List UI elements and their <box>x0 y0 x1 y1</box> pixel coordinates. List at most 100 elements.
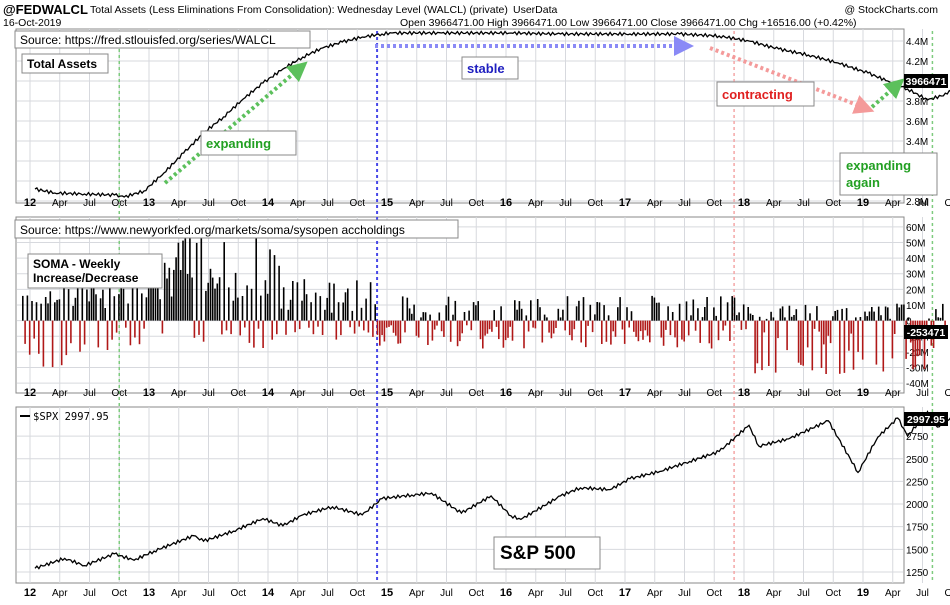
soma-bar <box>779 308 782 321</box>
soma-bar <box>312 320 315 335</box>
x-tick-label: Jul <box>916 198 929 209</box>
soma-bar <box>864 311 866 321</box>
watermark: @ StockCharts.com <box>844 4 938 16</box>
soma-bar <box>125 320 127 328</box>
soma-bar <box>225 320 228 331</box>
soma-bar <box>637 320 640 342</box>
soma-bar <box>708 320 711 344</box>
soma-bar <box>127 303 129 321</box>
soma-bar <box>22 295 24 321</box>
soma-bar <box>63 286 65 321</box>
soma-bar <box>912 320 914 370</box>
soma-bar <box>523 320 525 349</box>
soma-bar <box>484 320 486 336</box>
soma-bar <box>770 311 772 321</box>
soma-bar <box>790 316 793 321</box>
soma-bar <box>692 299 695 321</box>
soma-bar <box>548 320 550 333</box>
x-tick-label: Oct <box>587 388 603 399</box>
x-tick-label: Oct <box>825 198 841 209</box>
x-tick-label: 19 <box>857 587 869 599</box>
soma-bar <box>752 315 754 321</box>
x-tick-label: Apr <box>52 198 68 209</box>
soma-bar <box>834 311 836 321</box>
soma-bar <box>216 283 219 321</box>
soma-bar <box>900 304 903 321</box>
soma-bar <box>612 320 614 332</box>
x-tick-label: Oct <box>349 588 365 599</box>
soma-bar <box>514 300 516 321</box>
x-tick-label: Apr <box>290 388 306 399</box>
soma-bar <box>134 320 136 338</box>
soma-bar <box>113 296 116 321</box>
soma-bar <box>827 320 830 336</box>
last-value-box-soma <box>904 325 948 339</box>
x-tick-label: Apr <box>647 198 663 209</box>
soma-bar <box>685 301 688 321</box>
x-tick-label: Apr <box>647 588 663 599</box>
soma-bar <box>211 277 214 321</box>
soma-bar <box>745 320 747 330</box>
soma-bar <box>303 279 306 321</box>
x-tick-label: Apr <box>766 388 782 399</box>
soma-bar <box>420 317 422 321</box>
soma-bar <box>298 320 301 330</box>
soma-bar <box>678 303 681 321</box>
source-soma: Source: https://www.newyorkfed.org/marke… <box>20 223 405 237</box>
soma-bar <box>479 320 482 340</box>
soma-bar <box>859 317 862 321</box>
x-tick-label: Apr <box>171 388 187 399</box>
soma-bar <box>163 262 166 321</box>
soma-bar <box>209 268 212 321</box>
arrow-contracting <box>709 46 875 114</box>
soma-bar <box>800 320 802 365</box>
x-tick-label: Apr <box>766 588 782 599</box>
soma-bar <box>388 320 390 327</box>
soma-bar <box>891 320 894 359</box>
soma-bar <box>855 317 857 321</box>
soma-bar <box>914 320 917 368</box>
soma-bar <box>935 309 937 321</box>
soma-bar <box>431 320 434 341</box>
x-tick-label: Jul <box>678 388 691 399</box>
soma-bar <box>649 320 651 343</box>
title-box-soma <box>27 253 163 289</box>
label-stable: stable <box>467 61 505 76</box>
soma-bar <box>314 292 317 321</box>
soma-bar <box>207 282 209 321</box>
soma-bar <box>516 309 518 321</box>
x-tick-label: Jul <box>678 588 691 599</box>
soma-bar <box>903 304 905 321</box>
soma-bar <box>468 310 470 321</box>
x-tick-label: Apr <box>290 198 306 209</box>
soma-bar <box>99 298 102 321</box>
soma-bar <box>534 320 537 329</box>
x-tick-label: Oct <box>230 588 246 599</box>
soma-bar <box>289 299 292 321</box>
soma-bar <box>601 320 603 344</box>
title-soma-1: SOMA - Weekly <box>33 257 121 271</box>
soma-bar <box>818 320 820 332</box>
soma-bar <box>262 320 264 348</box>
x-tick-label: 12 <box>24 197 36 209</box>
soma-bar <box>408 308 411 321</box>
y-tick-label: 0 <box>906 317 912 328</box>
soma-bar <box>642 320 644 340</box>
soma-bar <box>875 320 878 365</box>
soma-bar <box>54 302 56 321</box>
soma-bar <box>720 296 722 321</box>
x-tick-label: Oct <box>944 388 950 399</box>
soma-bar <box>438 312 441 321</box>
soma-bar <box>372 320 374 337</box>
title-soma-2: Increase/Decrease <box>33 271 139 285</box>
soma-bar <box>356 280 358 321</box>
soma-bar <box>861 320 864 360</box>
soma-bar <box>626 307 628 321</box>
soma-bar <box>816 306 818 321</box>
ohlc-readout: Open 3966471.00 High 3966471.00 Low 3966… <box>400 17 857 29</box>
soma-bar <box>893 320 896 334</box>
y-tick-label: 10M <box>906 301 925 312</box>
soma-bar <box>683 320 685 342</box>
label-contracting: contracting <box>722 87 793 102</box>
soma-bar <box>937 317 939 321</box>
